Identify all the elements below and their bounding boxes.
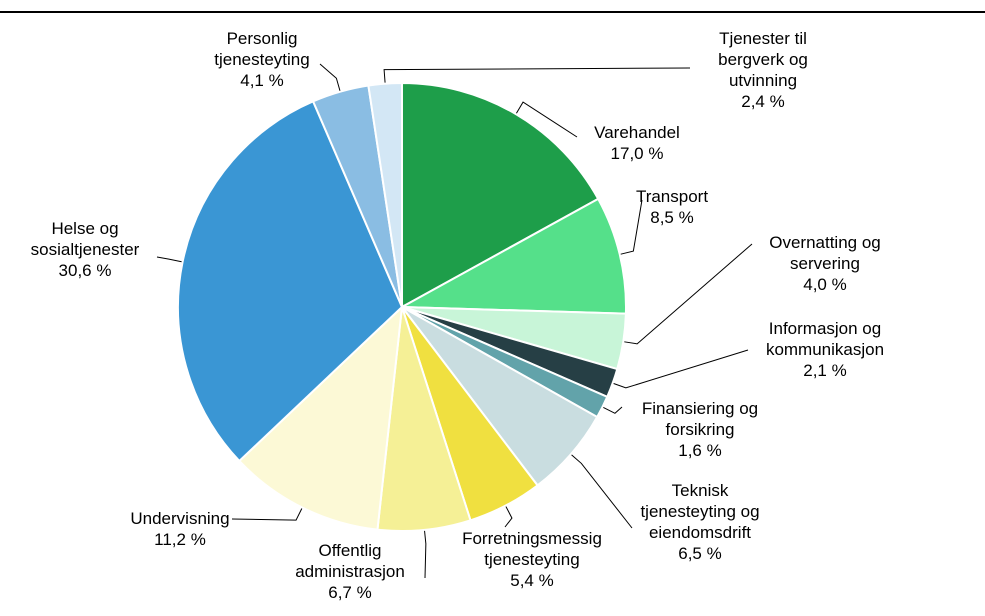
category-name: Helse og sosialtjenester bbox=[30, 219, 140, 259]
value-label: 17,0 % bbox=[610, 144, 664, 163]
slice-label: Forretningsmessig tjenesteyting 5,4 % bbox=[437, 528, 627, 591]
slice-label: Overnatting og servering 4,0 % bbox=[755, 232, 895, 295]
slice-label: Undervisning 11,2 % bbox=[110, 508, 250, 550]
pie-slice bbox=[367, 81, 403, 308]
pie-slice bbox=[398, 197, 627, 315]
leader-line bbox=[620, 199, 643, 255]
value-label: 4,0 % bbox=[803, 275, 847, 294]
slice-label: Personlig tjenesteyting 4,1 % bbox=[192, 28, 332, 91]
slice-label: Varehandel 17,0 % bbox=[567, 122, 707, 164]
slice-label: Offentlig administrasjon 6,7 % bbox=[280, 540, 420, 603]
leader-line bbox=[231, 508, 303, 521]
leader-line bbox=[504, 506, 513, 528]
slice-label: Transport 8,5 % bbox=[612, 186, 732, 228]
pie-slice bbox=[237, 304, 404, 531]
slice-label: Teknisk tjenesteyting og eiendomsdrift 6,… bbox=[625, 480, 775, 564]
slice-label: Tjenester til bergverk og utvinning 2,4 % bbox=[693, 28, 833, 112]
leader-line bbox=[571, 454, 633, 529]
value-label: 6,5 % bbox=[678, 544, 722, 563]
pie-slice bbox=[177, 100, 404, 463]
leader-line bbox=[156, 256, 182, 263]
value-label: 4,1 % bbox=[240, 71, 284, 90]
leader-line bbox=[383, 67, 691, 83]
category-name: Offentlig administrasjon bbox=[295, 541, 405, 581]
leader-line bbox=[516, 101, 578, 138]
category-name: Tjenester til bergverk og utvinning bbox=[718, 29, 808, 90]
category-name: Teknisk tjenesteyting og eiendomsdrift bbox=[640, 481, 760, 542]
value-label: 5,4 % bbox=[510, 571, 554, 590]
pie-slice bbox=[401, 81, 600, 309]
value-label: 8,5 % bbox=[650, 208, 694, 227]
value-label: 2,1 % bbox=[803, 361, 847, 380]
category-name: Finansiering og forsikring bbox=[641, 399, 759, 439]
value-label: 11,2 % bbox=[154, 530, 206, 549]
category-name: Transport bbox=[635, 187, 709, 206]
category-name: Forretningsmessig tjenesteyting bbox=[462, 529, 602, 569]
leader-line bbox=[613, 349, 749, 389]
value-label: 6,7 % bbox=[328, 583, 372, 602]
value-label: 30,6 % bbox=[58, 261, 112, 280]
value-label: 1,6 % bbox=[678, 441, 722, 460]
category-name: Personlig tjenesteyting bbox=[214, 29, 310, 69]
category-name: Overnatting og servering bbox=[769, 233, 881, 273]
category-name: Varehandel bbox=[594, 123, 680, 142]
leader-line bbox=[424, 530, 427, 579]
leader-line bbox=[319, 63, 341, 91]
slice-label: Helse og sosialtjenester 30,6 % bbox=[10, 218, 160, 281]
slice-label: Informasjon og kommunikasjon 2,1 % bbox=[740, 318, 910, 381]
category-name: Informasjon og kommunikasjon bbox=[765, 319, 885, 359]
category-name: Undervisning bbox=[130, 509, 230, 528]
leader-line bbox=[624, 243, 753, 345]
slice-label: Finansiering og forsikring 1,6 % bbox=[615, 398, 785, 461]
leader-line bbox=[603, 406, 623, 414]
value-label: 2,4 % bbox=[741, 92, 785, 111]
